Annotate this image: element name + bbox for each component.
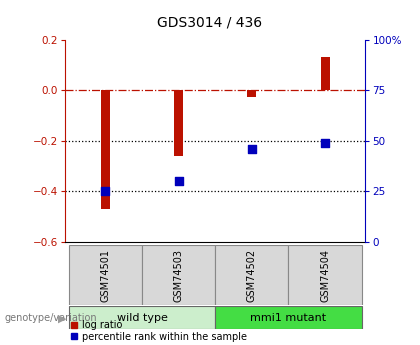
Bar — [215, 306, 362, 329]
Point — [102, 188, 109, 194]
Bar — [174, 90, 183, 156]
Bar — [142, 245, 215, 305]
Text: genotype/variation: genotype/variation — [4, 313, 97, 323]
Bar — [289, 245, 362, 305]
Bar — [321, 57, 330, 90]
Text: GDS3014 / 436: GDS3014 / 436 — [158, 16, 262, 29]
Point — [175, 178, 182, 184]
Bar — [215, 245, 289, 305]
Bar — [69, 306, 215, 329]
Bar — [101, 90, 110, 209]
Point — [322, 140, 328, 145]
Bar — [247, 90, 256, 97]
Text: GSM74502: GSM74502 — [247, 249, 257, 302]
Text: wild type: wild type — [117, 313, 168, 323]
Legend: log ratio, percentile rank within the sample: log ratio, percentile rank within the sa… — [70, 320, 247, 342]
Text: GSM74501: GSM74501 — [100, 249, 110, 302]
Text: GSM74504: GSM74504 — [320, 249, 330, 302]
Point — [249, 146, 255, 151]
Text: ▶: ▶ — [58, 314, 66, 324]
Text: GSM74503: GSM74503 — [173, 249, 184, 302]
Text: mmi1 mutant: mmi1 mutant — [250, 313, 327, 323]
Bar — [69, 245, 142, 305]
